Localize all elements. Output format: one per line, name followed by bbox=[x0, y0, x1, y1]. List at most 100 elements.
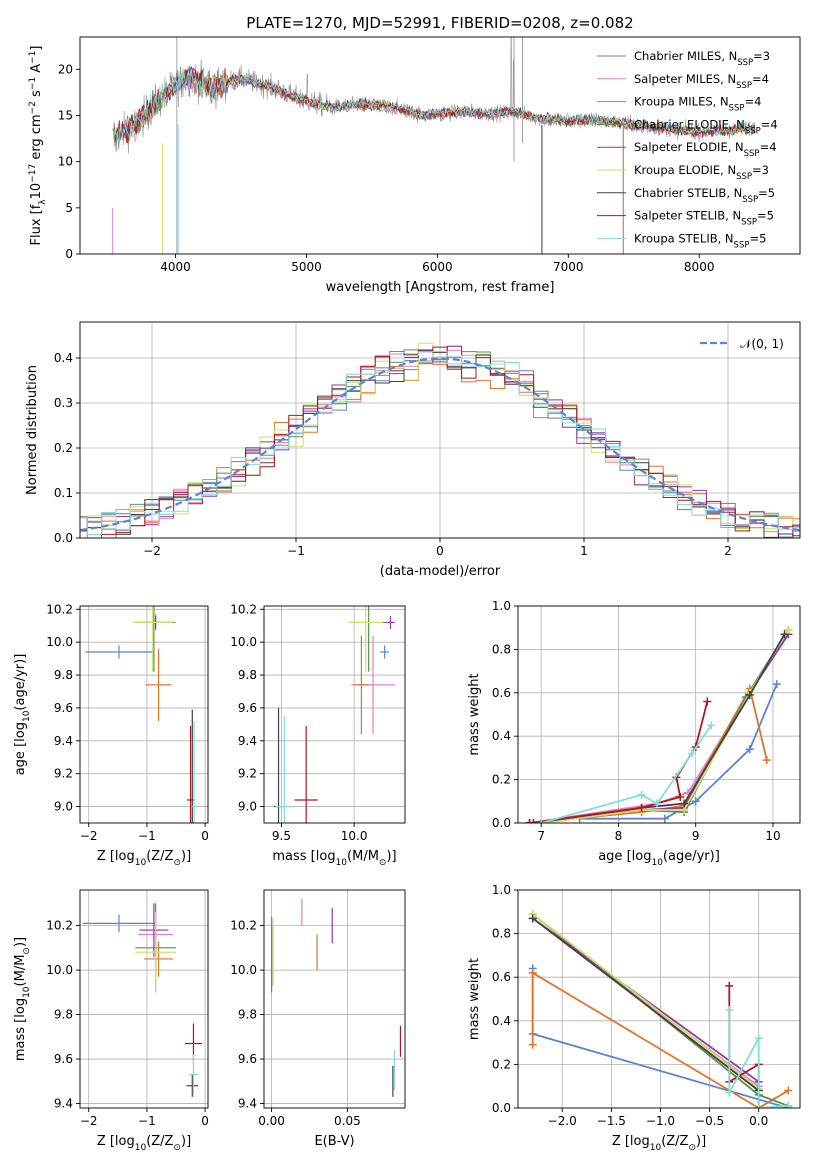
data-point bbox=[144, 941, 174, 977]
y-tick-label: 10.0 bbox=[46, 635, 73, 649]
axes-frame bbox=[79, 321, 801, 539]
weight-line bbox=[533, 633, 786, 823]
axes: 9.5 10.0 9.0 9.2 9.4 9.6 9.8 10.0 10.2 mass [log1… bbox=[230, 602, 406, 868]
plus-marker bbox=[680, 799, 689, 808]
plus-marker bbox=[525, 819, 534, 823]
plus-marker bbox=[772, 680, 781, 689]
y-tick-label: 10.2 bbox=[230, 602, 257, 616]
legend-entry: Chabrier STELIB, NSSP=5 bbox=[634, 186, 775, 205]
axes: −2 −1 0 9.0 9.2 9.4 9.6 9.8 10.0 10.2 Z [log10(Z/Z… bbox=[13, 602, 209, 868]
legend-entry: Salpeter STELIB, NSSP=5 bbox=[634, 209, 774, 228]
legend-entry: Kroupa ELODIE, NSSP=3 bbox=[634, 163, 769, 182]
x-tick-label: 6000 bbox=[422, 260, 453, 274]
y-axis-label: Normed distribution bbox=[25, 365, 40, 495]
plus-marker bbox=[529, 819, 538, 823]
plus-marker bbox=[784, 1086, 793, 1095]
plus-marker bbox=[754, 1034, 763, 1043]
plus-marker bbox=[687, 749, 696, 758]
y-tick-label: 0.2 bbox=[54, 441, 73, 455]
weight-line bbox=[531, 971, 789, 1108]
legend-entry: Salpeter MILES, NSSP=4 bbox=[634, 72, 769, 91]
axes-frame bbox=[79, 36, 801, 255]
gaussian-curve bbox=[80, 357, 800, 532]
plus-marker bbox=[754, 1104, 763, 1108]
x-tick-label: −2 bbox=[143, 544, 161, 558]
y-tick-label: 10.2 bbox=[46, 919, 73, 933]
weight-line bbox=[529, 633, 790, 823]
legend-entry: Kroupa STELIB, NSSP=5 bbox=[634, 231, 766, 250]
data-point bbox=[139, 903, 169, 957]
y-tick-label: 9.8 bbox=[54, 668, 73, 682]
y-tick-label: 0.3 bbox=[54, 396, 73, 410]
y-tick-label: 9.8 bbox=[54, 1008, 73, 1022]
y-tick-label: 0.4 bbox=[492, 729, 511, 743]
plus-marker bbox=[780, 630, 789, 639]
y-tick-label: 9.0 bbox=[238, 800, 257, 814]
y-tick-label: 15 bbox=[58, 108, 73, 122]
data-point bbox=[188, 1054, 199, 1095]
plus-marker bbox=[707, 721, 716, 730]
axes-frame bbox=[79, 605, 209, 824]
y-tick-label: 9.6 bbox=[238, 1052, 257, 1066]
residual-histogram bbox=[80, 349, 800, 538]
legend-entry: 𝒩(0, 1) bbox=[740, 337, 784, 351]
axes: −2.0 −1.5 −1.0 −0.5 0.0 0.0 0.2 0.4 0.6 0.8 1.0 Z [… bbox=[467, 883, 801, 1153]
x-axis-label: (data-model)/error bbox=[380, 564, 501, 579]
y-tick-label: 0.8 bbox=[492, 927, 511, 941]
plus-marker bbox=[703, 697, 712, 706]
weight-line bbox=[529, 686, 768, 823]
weight-line bbox=[529, 701, 709, 823]
plus-marker bbox=[762, 756, 771, 765]
y-tick-label: 0.6 bbox=[492, 686, 511, 700]
y-tick-label: 10.2 bbox=[230, 919, 257, 933]
data-point bbox=[186, 1074, 199, 1097]
x-tick-label: −2 bbox=[80, 829, 98, 843]
y-tick-label: 0.8 bbox=[492, 642, 511, 656]
plus-marker bbox=[528, 914, 537, 923]
legend-entry: Salpeter ELODIE, NSSP=4 bbox=[634, 140, 777, 159]
y-tick-label: 10.2 bbox=[46, 602, 73, 616]
y-tick-label: 9.6 bbox=[238, 701, 257, 715]
x-tick-label: 4000 bbox=[160, 260, 191, 274]
weight-line bbox=[541, 629, 790, 823]
x-tick-label: −1 bbox=[138, 829, 156, 843]
x-tick-label: 2 bbox=[724, 544, 732, 558]
y-tick-label: 0.1 bbox=[54, 486, 73, 500]
plus-marker bbox=[660, 814, 669, 823]
x-axis-label: wavelength [Angstrom, rest frame] bbox=[326, 280, 555, 295]
y-tick-label: 9.0 bbox=[54, 800, 73, 814]
panel-3: −2 −1 0 9.0 9.2 9.4 9.6 9.8 10.0 10.2 Z [log10(Z/Z… bbox=[13, 602, 209, 868]
axes: 4000 5000 6000 7000 8000 0 5 10 15 20 wavelength [… bbox=[28, 36, 801, 295]
x-tick-label: −1 bbox=[287, 544, 305, 558]
y-tick-label: 10.0 bbox=[230, 635, 257, 649]
data-point bbox=[187, 726, 195, 823]
plus-marker bbox=[653, 799, 662, 808]
residual-histogram bbox=[80, 346, 800, 535]
panel-1: 4000 5000 6000 7000 8000 0 5 10 15 20 wavelength [… bbox=[28, 36, 801, 295]
axes-frame bbox=[517, 605, 801, 824]
axes-frame bbox=[517, 889, 801, 1109]
legend-entry: Kroupa MILES, NSSP=4 bbox=[634, 95, 761, 114]
y-tick-label: 10.0 bbox=[46, 963, 73, 977]
x-tick-label: 0 bbox=[436, 544, 444, 558]
y-tick-label: 0.2 bbox=[492, 1057, 511, 1071]
data-point bbox=[354, 635, 369, 735]
data-point bbox=[145, 648, 172, 722]
x-axis-label: mass [log10(M/M⊙)] bbox=[272, 849, 396, 868]
x-axis-label: Z [log10(Z/Z⊙)] bbox=[612, 1134, 706, 1153]
y-tick-label: 0.4 bbox=[54, 351, 73, 365]
weight-line bbox=[529, 633, 790, 823]
y-tick-label: 9.4 bbox=[238, 1097, 257, 1111]
plot-area bbox=[85, 606, 197, 823]
x-tick-label: −0.5 bbox=[695, 1114, 724, 1128]
x-tick-label: −2.0 bbox=[548, 1114, 577, 1128]
y-axis-label: mass [log10(M/M⊙)] bbox=[13, 937, 32, 1061]
axes: −2 −1 0 9.4 9.6 9.8 10.0 10.2 Z [log10(Z/Z⊙)] mas… bbox=[13, 889, 209, 1153]
panel-7: 0.00 0.05 9.4 9.6 9.8 10.0 10.2 E(B-V) bbox=[230, 889, 406, 1149]
x-tick-label: 8 bbox=[615, 829, 623, 843]
legend-entry: Chabrier ELODIE, NSSP=4 bbox=[634, 117, 778, 136]
plot-area bbox=[112, 37, 756, 254]
x-tick-label: 9 bbox=[692, 829, 700, 843]
x-tick-label: −1 bbox=[138, 1114, 156, 1128]
data-point bbox=[386, 615, 395, 630]
